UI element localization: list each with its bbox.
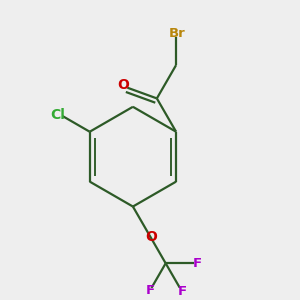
Text: O: O xyxy=(145,230,157,244)
Text: Br: Br xyxy=(169,27,186,40)
Text: O: O xyxy=(117,78,129,92)
Text: F: F xyxy=(146,284,154,297)
Text: F: F xyxy=(178,285,187,298)
Text: Cl: Cl xyxy=(50,109,65,122)
Text: F: F xyxy=(193,257,202,270)
